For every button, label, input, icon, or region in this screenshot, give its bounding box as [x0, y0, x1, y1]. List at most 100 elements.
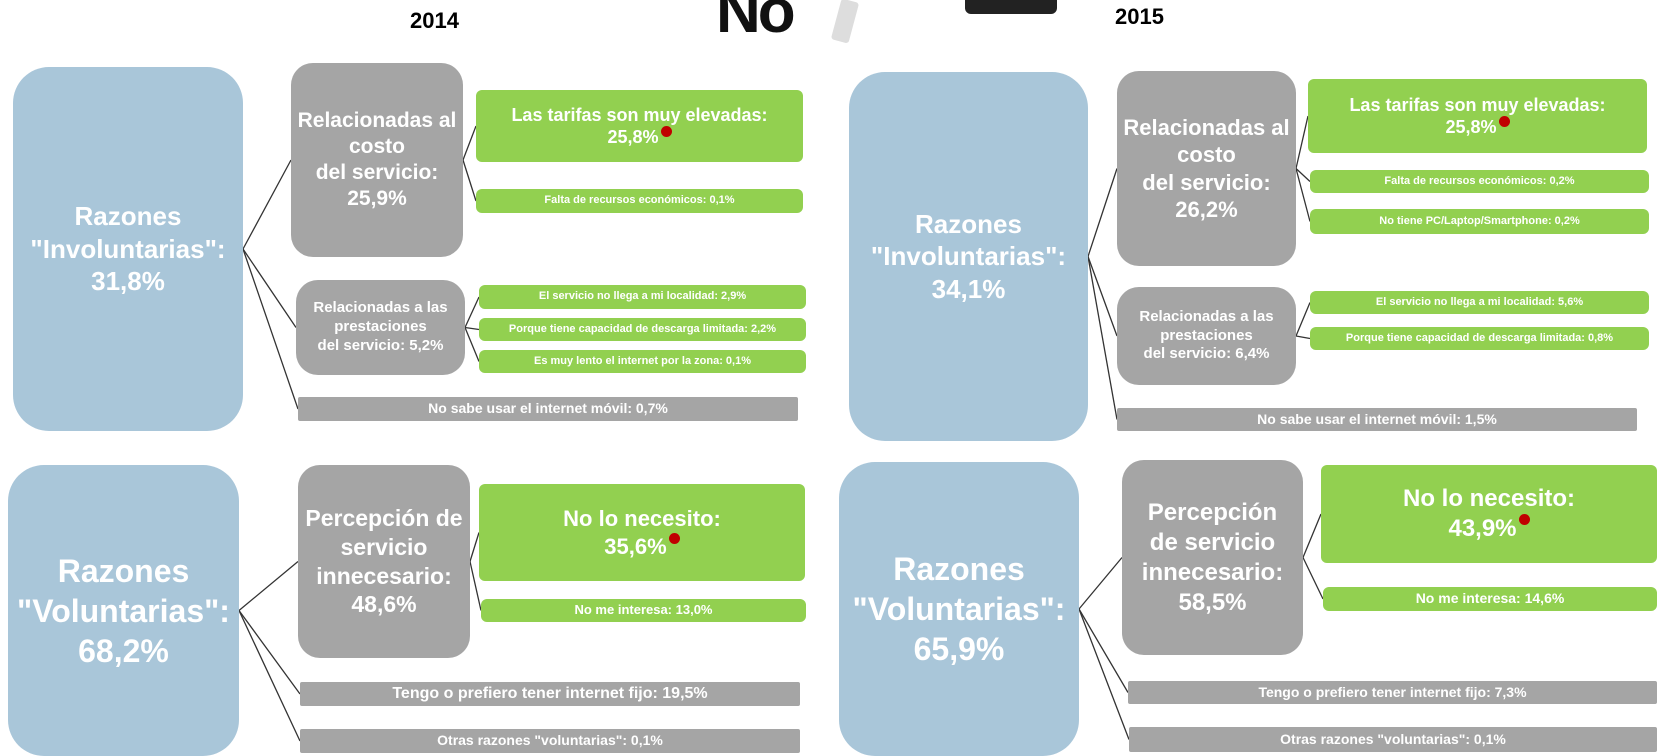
category-title: Percepción de: [305, 504, 462, 533]
reason-group: Razones"Voluntarias":68,2%: [8, 465, 239, 756]
category-title: prestaciones: [1160, 327, 1253, 346]
connector: [1088, 257, 1117, 420]
connector: [463, 160, 476, 201]
group-title: "Involuntarias":: [871, 240, 1066, 273]
other-reason: No sabe usar el internet móvil: 1,5%: [1117, 408, 1637, 431]
connector: [465, 328, 479, 362]
year: 2015: [1115, 4, 1164, 30]
group-title: Razones: [75, 200, 182, 233]
category-title: Relacionadas al: [298, 108, 457, 134]
other-reason: Tengo o prefiero tener internet fijo: 19…: [300, 682, 800, 706]
reason-text: No lo necesito:: [1403, 484, 1575, 514]
connector: [1303, 514, 1321, 558]
category-title: del servicio:: [1142, 169, 1270, 197]
connector: [1079, 558, 1122, 610]
reason: Porque tiene capacidad de descarga limit…: [479, 318, 806, 341]
connector: [1296, 303, 1310, 337]
connector: [239, 562, 298, 611]
connector: [1088, 257, 1117, 337]
reason-text: Porque tiene capacidad de descarga limit…: [509, 323, 776, 337]
reason-text: Es muy lento el internet por la zona: 0,…: [534, 355, 751, 369]
reason-text: Las tarifas son muy elevadas:: [511, 104, 767, 127]
connector: [1296, 169, 1310, 222]
category-title: Relacionadas a las: [313, 299, 447, 318]
category-title: 25,9%: [347, 186, 407, 212]
reason-text: No me interesa: 14,6%: [1416, 590, 1565, 608]
reason-text: 25,8%: [607, 126, 671, 149]
connector: [1296, 336, 1310, 339]
reason: El servicio no llega a mi localidad: 2,9…: [479, 285, 806, 309]
reason-text: Las tarifas son muy elevadas:: [1349, 94, 1605, 117]
other-reason: No sabe usar el internet móvil: 0,7%: [298, 397, 798, 421]
connector: [1088, 169, 1117, 257]
reason-text: 35,6%: [604, 533, 679, 561]
reason: Porque tiene capacidad de descarga limit…: [1310, 327, 1649, 350]
reason-text: 43,9%: [1448, 514, 1529, 544]
other-reason: Otras razones "voluntarias": 0,1%: [300, 729, 800, 753]
diagram: No 2014Razones"Involuntarias":31,8%Relac…: [0, 0, 1657, 756]
reason-text: El servicio no llega a mi localidad: 5,6…: [1376, 296, 1583, 310]
connector: [465, 328, 479, 330]
category-title: de servicio: [1150, 528, 1275, 558]
reason: No me interesa: 14,6%: [1323, 587, 1657, 611]
reason-text: No lo necesito:: [563, 505, 721, 533]
reason: El servicio no llega a mi localidad: 5,6…: [1310, 291, 1649, 314]
other-reason: Otras razones "voluntarias": 0,1%: [1129, 727, 1657, 752]
category-title: Percepción: [1148, 498, 1277, 528]
marker-dot: [661, 126, 672, 137]
reason-text: Falta de recursos económicos: 0,1%: [544, 194, 734, 208]
category-title: innecesario:: [1142, 558, 1283, 588]
category-title: 58,5%: [1178, 588, 1246, 618]
category-title: 48,6%: [351, 590, 416, 619]
page: No 2014Razones"Involuntarias":31,8%Relac…: [0, 0, 1657, 756]
reason: Falta de recursos económicos: 0,2%: [1310, 170, 1649, 193]
reason: Las tarifas son muy elevadas:25,8%: [1308, 79, 1647, 153]
category-title: Relacionadas a las: [1139, 308, 1273, 327]
reason-text: 25,8%: [1445, 116, 1509, 139]
category-title: servicio: [341, 533, 428, 562]
connector: [1079, 609, 1128, 693]
category-title: innecesario:: [316, 562, 452, 591]
connector: [243, 249, 298, 409]
year: 2014: [410, 8, 459, 34]
connector: [243, 160, 291, 249]
connector: [463, 126, 476, 160]
group-title: Razones: [915, 208, 1022, 241]
reason: No tiene PC/Laptop/Smartphone: 0,2%: [1310, 209, 1649, 234]
reason-text: Porque tiene capacidad de descarga limit…: [1346, 332, 1613, 346]
group-title: 34,1%: [932, 273, 1006, 306]
group-title: "Voluntarias":: [17, 591, 230, 631]
group-title: "Involuntarias":: [30, 233, 225, 266]
reason: No lo necesito:43,9%: [1321, 465, 1657, 563]
connector: [239, 611, 300, 695]
group-title: Razones: [58, 551, 190, 591]
connector: [243, 249, 296, 328]
group-title: "Voluntarias":: [853, 589, 1066, 629]
category-title: 26,2%: [1175, 196, 1237, 224]
connector: [470, 533, 479, 562]
reason-group: Razones"Voluntarias":65,9%: [839, 462, 1079, 756]
marker-dot: [1519, 514, 1530, 525]
category-title: costo: [349, 134, 405, 160]
reason-group: Razones"Involuntarias":34,1%: [849, 72, 1088, 441]
connector: [1303, 558, 1323, 600]
marker-dot: [1499, 116, 1510, 127]
category-title: Relacionadas al: [1123, 114, 1289, 142]
category-title: prestaciones: [334, 318, 427, 337]
connector: [465, 297, 479, 328]
reason-text: El servicio no llega a mi localidad: 2,9…: [539, 290, 746, 304]
reason: No me interesa: 13,0%: [481, 599, 806, 622]
category-title: costo: [1177, 141, 1236, 169]
reason: Las tarifas son muy elevadas:25,8%: [476, 90, 803, 162]
group-title: 65,9%: [914, 629, 1005, 669]
connector: [239, 611, 300, 742]
reason: No lo necesito:35,6%: [479, 484, 805, 581]
reason-group: Razones"Involuntarias":31,8%: [13, 67, 243, 431]
category-title: del servicio:: [316, 160, 439, 186]
